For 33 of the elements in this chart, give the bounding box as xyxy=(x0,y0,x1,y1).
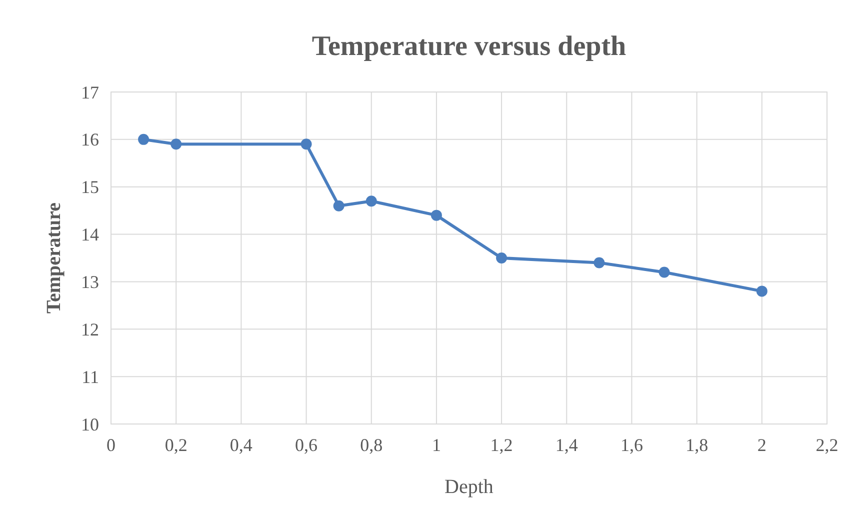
x-tick-label: 1,8 xyxy=(686,435,708,455)
y-tick-label: 14 xyxy=(81,224,99,245)
point xyxy=(430,210,442,221)
y-tick-label: 13 xyxy=(81,272,99,292)
x-tick-label: 0,2 xyxy=(164,435,188,455)
x-tick-label: 2 xyxy=(757,435,766,455)
y-axis-title: Temperature xyxy=(43,202,65,314)
y-tick-label: 15 xyxy=(81,177,99,198)
y-tick-label: 10 xyxy=(81,414,99,434)
point xyxy=(756,286,768,297)
x-tick-label: 0,4 xyxy=(230,435,252,455)
x-tick-label: 1,6 xyxy=(620,435,643,455)
point xyxy=(658,266,670,278)
point xyxy=(170,138,182,150)
x-tick-label: 2,2 xyxy=(816,435,838,455)
point xyxy=(366,196,377,207)
chart-title: Temperature versus depth xyxy=(312,31,627,62)
point xyxy=(594,257,605,268)
x-tick-label: 0,8 xyxy=(360,435,383,455)
x-tick-label: 1,2 xyxy=(490,435,513,455)
point xyxy=(496,252,508,264)
y-tick-label: 12 xyxy=(81,319,99,340)
point xyxy=(138,134,150,145)
point xyxy=(333,200,344,212)
x-tick-label: 0 xyxy=(106,435,116,455)
point xyxy=(300,138,312,150)
y-tick-label: 17 xyxy=(81,82,99,102)
x-tick-label: 1,4 xyxy=(555,435,578,455)
x-tick-label: 0,6 xyxy=(295,435,318,455)
x-axis-title: Depth xyxy=(444,476,494,498)
y-tick-label: 11 xyxy=(82,366,99,387)
y-tick-label: 16 xyxy=(81,130,99,150)
x-tick-label: 1 xyxy=(432,435,441,455)
